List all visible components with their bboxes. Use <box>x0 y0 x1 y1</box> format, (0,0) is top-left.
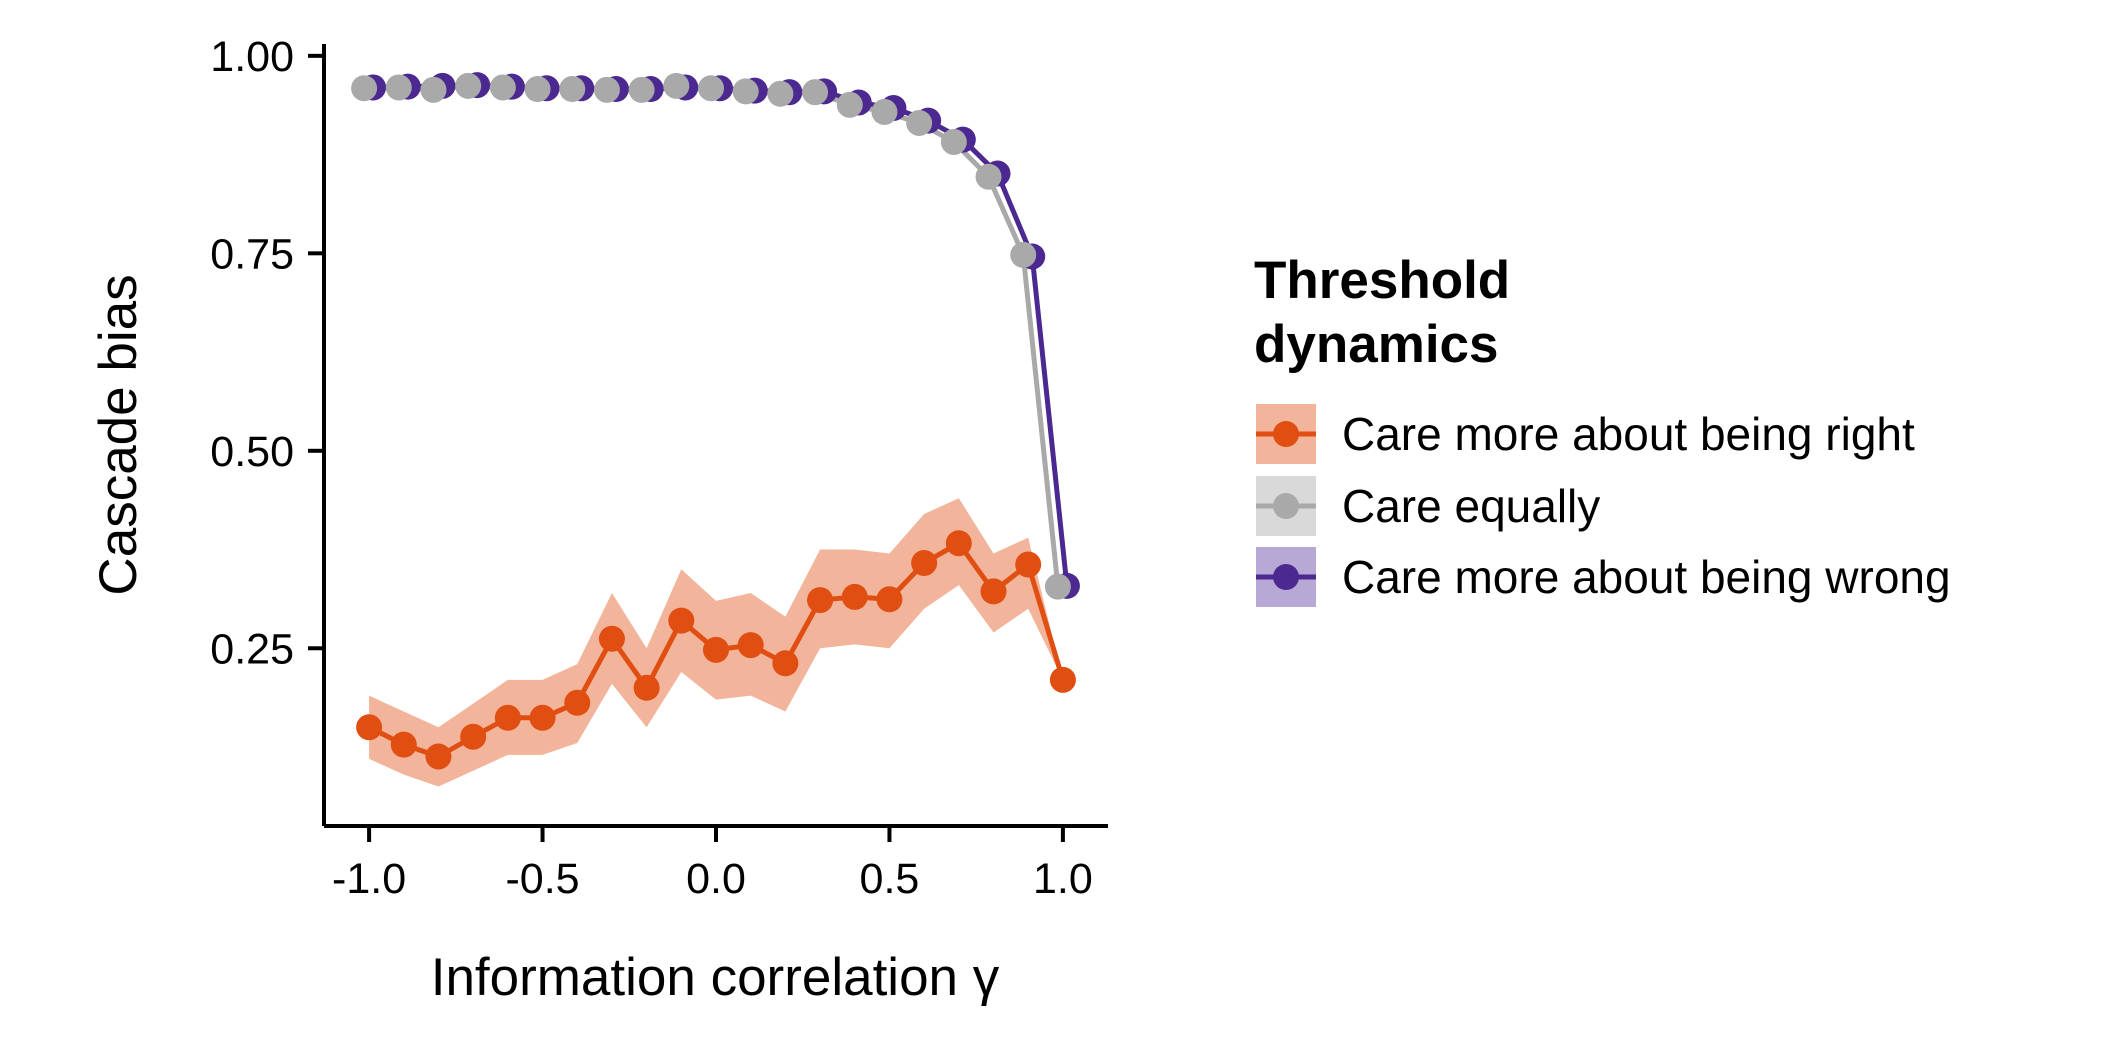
data-point <box>906 109 933 136</box>
data-point <box>494 704 521 731</box>
data-point <box>455 72 482 99</box>
legend-item: Care equally <box>1256 476 1600 536</box>
data-point <box>593 76 620 103</box>
axes: 0.25 0.50 0.75 1.00 -1.0 -0.5 0.0 0.5 1.0 <box>210 33 1108 903</box>
legend-marker <box>1273 564 1299 590</box>
data-point <box>841 583 868 610</box>
legend-title-line-1: Threshold <box>1254 251 1510 310</box>
data-point <box>420 76 447 103</box>
legend: Threshold dynamics Care more about being… <box>1254 251 1951 607</box>
data-point <box>385 74 412 101</box>
legend-label: Care more about being wrong <box>1342 551 1951 603</box>
data-point <box>489 74 516 101</box>
y-ticks: 0.25 0.50 0.75 1.00 <box>210 33 324 673</box>
data-point <box>698 75 724 102</box>
legend-item: Care more about being wrong <box>1256 547 1951 607</box>
x-tick-label: -1.0 <box>332 855 406 903</box>
data-point <box>737 632 764 659</box>
data-point <box>975 163 1002 190</box>
x-ticks: -1.0 -0.5 0.0 0.5 1.0 <box>332 826 1093 903</box>
data-point <box>836 91 863 118</box>
x-tick-label: -0.5 <box>505 855 579 903</box>
data-point <box>668 607 695 634</box>
legend-marker <box>1273 421 1299 447</box>
data-point <box>356 714 383 741</box>
x-tick-label: 0.5 <box>860 855 920 903</box>
data-point <box>663 72 690 99</box>
data-point <box>524 76 551 103</box>
series-points <box>351 72 1080 770</box>
data-point <box>351 75 378 102</box>
data-point <box>940 128 967 155</box>
data-point <box>807 587 834 614</box>
data-point <box>628 76 655 103</box>
data-point <box>945 530 972 557</box>
data-point <box>767 80 794 107</box>
data-point <box>425 743 452 770</box>
legend-label: Care more about being right <box>1342 408 1915 460</box>
data-point <box>633 674 660 701</box>
data-point <box>559 76 586 103</box>
legend-item: Care more about being right <box>1256 404 1915 464</box>
legend-items: Care more about being right Care equally C… <box>1256 404 1951 607</box>
data-point <box>732 78 759 105</box>
data-point <box>529 704 556 731</box>
data-point <box>390 731 417 758</box>
data-point <box>1049 666 1076 693</box>
x-tick-label: 1.0 <box>1033 855 1093 903</box>
data-point <box>598 625 625 652</box>
legend-marker <box>1273 493 1299 519</box>
data-point <box>703 636 729 663</box>
y-tick-label: 0.50 <box>210 428 294 476</box>
data-point <box>1015 551 1042 578</box>
legend-title-line-2: dynamics <box>1254 315 1499 374</box>
y-tick-label: 0.25 <box>210 625 294 673</box>
data-point <box>911 549 938 576</box>
x-tick-label: 0.0 <box>686 855 746 903</box>
data-point <box>772 650 799 677</box>
legend-label: Care equally <box>1342 480 1600 532</box>
data-point <box>802 79 829 106</box>
y-tick-label: 1.00 <box>210 33 294 81</box>
data-point <box>980 578 1007 605</box>
data-point <box>460 723 487 750</box>
x-axis-title: Information correlation γ <box>431 948 1000 1007</box>
data-point <box>876 586 903 613</box>
data-point <box>871 98 898 125</box>
data-point <box>1010 241 1037 268</box>
y-tick-label: 0.75 <box>210 230 294 278</box>
data-point <box>564 689 591 716</box>
y-axis-title: Cascade bias <box>89 274 148 595</box>
data-point <box>1044 573 1071 600</box>
